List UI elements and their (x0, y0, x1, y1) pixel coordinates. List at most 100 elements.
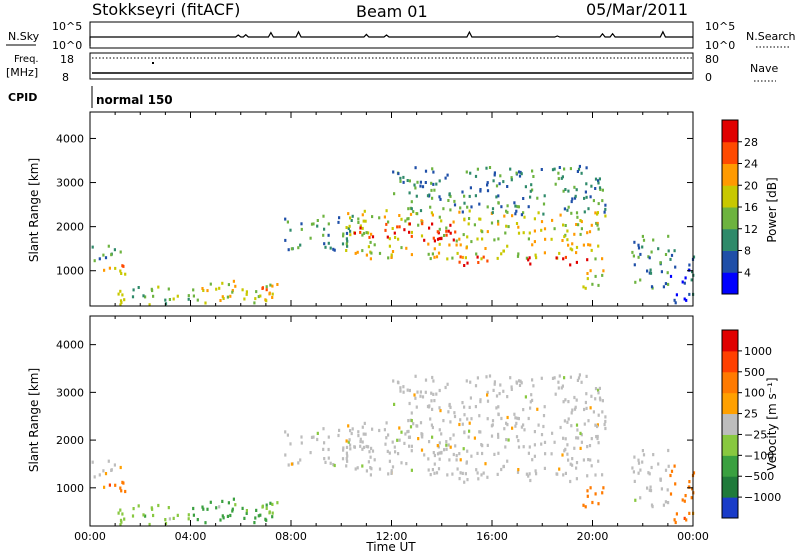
power-cell (342, 232, 345, 236)
power-cell (560, 176, 563, 180)
velocity-cell (481, 444, 484, 448)
power-cell (632, 254, 635, 258)
velocity-cell (420, 448, 424, 452)
velocity-cell (394, 450, 397, 454)
freq-label: Freq. (14, 54, 39, 65)
velocity-cell (577, 436, 580, 440)
velocity-cell (474, 384, 478, 388)
colorbar-swatch (722, 392, 738, 415)
power-cell (527, 258, 530, 262)
velocity-cell (601, 399, 604, 403)
velocity-cell (271, 515, 274, 519)
power-cell (510, 178, 513, 182)
power-cell (468, 209, 471, 213)
velocity-cell (511, 426, 514, 430)
velocity-cell (599, 398, 602, 402)
velocity-cell (564, 471, 567, 475)
power-cell (119, 269, 122, 273)
velocity-cell (570, 424, 573, 428)
power-cell (453, 203, 457, 207)
power-cell (536, 196, 539, 200)
power-cell (322, 233, 325, 237)
velocity-cell (269, 501, 272, 505)
velocity-cell (433, 462, 436, 466)
velocity-cell (419, 390, 422, 394)
velocity-cell (167, 506, 170, 510)
x-tick-label: 12:00 (376, 530, 408, 543)
power-cell (469, 186, 472, 190)
velocity-cell (132, 507, 135, 511)
velocity-cell (387, 433, 390, 437)
velocity-cell (231, 509, 234, 513)
power-cell (368, 235, 371, 239)
power-cell (596, 223, 599, 227)
power-cell (486, 205, 489, 209)
velocity-cell (359, 439, 362, 444)
power-cell (506, 244, 509, 248)
x-tick-label: 20:00 (577, 530, 609, 543)
power-cell (601, 188, 604, 192)
velocity-cell (553, 376, 556, 380)
velocity-cell (631, 466, 634, 470)
velocity-cell (284, 430, 287, 434)
power-cell (530, 183, 533, 187)
velocity-cell (206, 507, 209, 511)
power-cell (284, 238, 287, 242)
velocity-cell (255, 508, 258, 512)
power-cell (642, 238, 646, 242)
velocity-cell (463, 413, 466, 417)
power-cell (562, 223, 565, 227)
power-cell (594, 211, 597, 215)
velocity-cell (124, 489, 127, 494)
power-cell (567, 189, 570, 193)
power-cell (575, 245, 579, 249)
velocity-cell (419, 421, 423, 425)
power-cell (362, 231, 366, 235)
velocity-cell (532, 384, 535, 388)
power-cell (583, 196, 586, 200)
power-cell (667, 249, 670, 253)
colorbar-tick-label: 500 (744, 366, 765, 379)
power-cell (202, 289, 205, 292)
velocity-cell (415, 405, 418, 409)
power-cell (137, 286, 140, 289)
velocity-cell (455, 458, 458, 462)
power-cell (268, 291, 271, 295)
velocity-cell (554, 392, 557, 396)
power-cell (254, 297, 257, 301)
power-cell (506, 204, 509, 208)
colorbar-tick-label: 100 (744, 387, 765, 400)
power-cell (187, 297, 190, 301)
velocity-cell (529, 478, 532, 483)
velocity-cell (350, 431, 353, 436)
power-cell (558, 166, 561, 169)
power-cell (337, 220, 340, 224)
power-cell (683, 297, 686, 301)
velocity-cell (586, 474, 589, 478)
velocity-cell (540, 376, 543, 380)
velocity-cell (378, 467, 382, 471)
velocity-cell (327, 435, 330, 439)
power-cell (426, 194, 430, 198)
power-cell (474, 194, 477, 198)
power-cell (514, 212, 517, 216)
power-cell (144, 295, 147, 299)
velocity-cell (649, 489, 653, 493)
velocity-cell (367, 445, 370, 449)
velocity-cell (486, 399, 490, 403)
velocity-cell (176, 513, 179, 517)
power-cell (459, 206, 462, 210)
power-cell (583, 210, 586, 214)
velocity-cell (477, 477, 480, 481)
power-cell (559, 213, 562, 217)
power-cell (192, 288, 195, 292)
power-cell (323, 242, 326, 246)
power-cell (589, 243, 592, 247)
velocity-cell (673, 518, 676, 522)
velocity-cell (447, 410, 450, 414)
velocity-cell (459, 458, 462, 462)
velocity-cell (475, 468, 478, 472)
velocity-cell (517, 417, 520, 421)
velocity-cell (558, 374, 561, 378)
power-cell (517, 225, 520, 229)
